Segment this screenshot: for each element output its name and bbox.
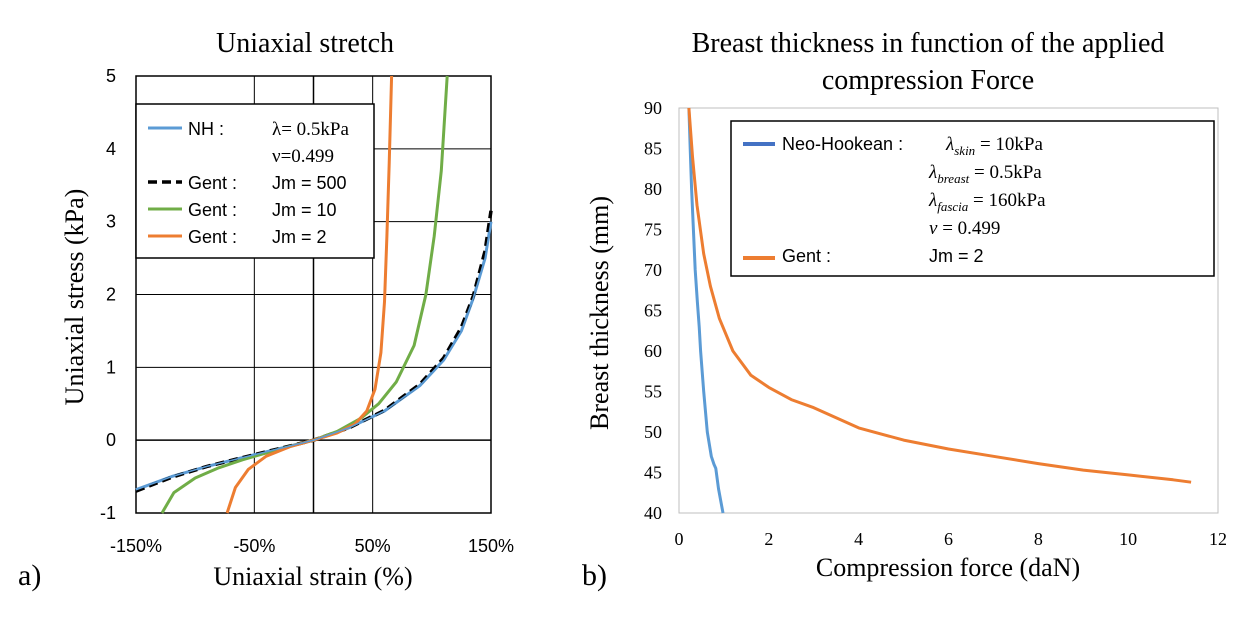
- chart-b-x-tick-label: 8: [1034, 529, 1043, 549]
- chart-a-axes: [135, 75, 492, 514]
- chart-b-legend-box: [730, 120, 1215, 277]
- chart-b-series: [687, 107, 1192, 514]
- legend-nh-lambda: λ= 0.5kPa: [272, 119, 349, 140]
- legend-value-gent-500: Jm = 500: [272, 173, 347, 193]
- chart-b-plot-frame: [678, 107, 1219, 514]
- legend-neo-hookean-param: λskin = 10kPa: [945, 134, 1043, 158]
- chart-b-title-line-1: Breast thickness in function of the appl…: [692, 28, 1165, 59]
- uniaxial-stretch-chart: Uniaxial stretch -1 0 1 2 3 4 5 -150% -50% 50% 15…: [60, 28, 514, 591]
- legend-value-gent: Jm = 2: [929, 246, 984, 266]
- chart-b-y-tick-label: 40: [644, 503, 662, 523]
- chart-b-legend: Neo-Hookean : λskin = 10kPa λbreast = 0.5…: [730, 120, 1215, 277]
- chart-b-x-tick-labels: 0 2 4 6 8 10 12: [675, 529, 1228, 549]
- panel-label-a: a): [18, 559, 42, 592]
- chart-a-y-tick-label: 1: [106, 357, 116, 377]
- chart-a-y-tick-label: 3: [106, 212, 116, 232]
- chart-b-y-tick-label: 45: [644, 463, 662, 483]
- chart-a-x-tick-labels: -150% -50% 50% 150%: [110, 536, 514, 556]
- chart-a-x-tick-label: 150%: [468, 536, 514, 556]
- chart-b-x-axis-label: Compression force (daN): [816, 553, 1080, 582]
- chart-a-x-tick-label: 50%: [355, 536, 391, 556]
- chart-b-x-tick-label: 0: [675, 529, 684, 549]
- legend-label-gent: Gent :: [782, 246, 831, 266]
- chart-b-y-tick-label: 70: [644, 260, 662, 280]
- chart-b-y-tick-label: 60: [644, 341, 662, 361]
- legend-label-gent-2: Gent :: [188, 227, 237, 247]
- chart-a-title: Uniaxial stretch: [216, 28, 394, 59]
- chart-a-legend-box: [135, 103, 375, 259]
- series-line-neo-hookean: [687, 107, 725, 514]
- chart-a-y-tick-labels: -1 0 1 2 3 4 5: [100, 66, 116, 523]
- chart-a-x-tick-label: -150%: [110, 536, 162, 556]
- legend-neo-hookean-param: ν = 0.499: [929, 218, 1000, 239]
- chart-b-x-tick-label: 6: [944, 529, 953, 549]
- legend-nh-nu: ν=0.499: [272, 146, 334, 167]
- chart-b-x-tick-label: 10: [1119, 529, 1137, 549]
- series-line-gent: [687, 107, 1192, 484]
- chart-b-title-line-2: compression Force: [822, 65, 1034, 96]
- legend-neo-hookean-param: λbreast = 0.5kPa: [928, 162, 1042, 186]
- chart-b-x-tick-label: 12: [1209, 529, 1227, 549]
- chart-a-x-tick-label: -50%: [233, 536, 275, 556]
- legend-label-nh: NH :: [188, 119, 224, 139]
- chart-a-x-axis-label: Uniaxial strain (%): [213, 562, 412, 591]
- chart-b-x-tick-label: 2: [764, 529, 773, 549]
- chart-b-y-tick-label: 50: [644, 422, 662, 442]
- series-line-nh-overlay: [135, 221, 492, 491]
- legend-neo-hookean-param: λfascia = 160kPa: [928, 190, 1046, 214]
- series-line-gent-jm-10: [160, 75, 449, 514]
- legend-neo-hookean-parameters: λskin = 10kPa λbreast = 0.5kPa λfascia = 1…: [928, 134, 1046, 239]
- chart-b-axes: [678, 107, 1219, 514]
- chart-a-y-tick-label: -1: [100, 503, 116, 523]
- legend-label-gent-500: Gent :: [188, 173, 237, 193]
- chart-a-legend: NH : λ= 0.5kPa ν=0.499 Gent : Jm = 500 G…: [135, 103, 375, 259]
- chart-a-series: [135, 75, 493, 514]
- chart-b-x-tick-label: 4: [854, 529, 863, 549]
- legend-value-gent-2: Jm = 2: [272, 227, 327, 247]
- chart-b-y-tick-label: 65: [644, 301, 662, 321]
- chart-b-y-tick-label: 75: [644, 220, 662, 240]
- chart-a-y-tick-label: 4: [106, 139, 116, 159]
- chart-a-plot-frame: [135, 75, 492, 514]
- legend-value-gent-10: Jm = 10: [272, 200, 337, 220]
- panel-label-b: b): [582, 559, 607, 592]
- legend-label-neo-hookean: Neo-Hookean :: [782, 134, 903, 154]
- chart-b-y-tick-labels: 40 45 50 55 60 65 70 75 80 85 90: [644, 98, 662, 523]
- chart-b-y-tick-label: 90: [644, 98, 662, 118]
- chart-b-y-tick-label: 85: [644, 139, 662, 159]
- chart-b-y-tick-label: 55: [644, 382, 662, 402]
- chart-a-y-tick-label: 5: [106, 66, 116, 86]
- chart-b-y-tick-label: 80: [644, 179, 662, 199]
- chart-a-y-tick-label: 0: [106, 430, 116, 450]
- series-line-gent-jm-2: [225, 75, 394, 514]
- chart-a-y-tick-label: 2: [106, 285, 116, 305]
- chart-a-y-axis-label: Uniaxial stress (kPa): [60, 189, 89, 406]
- legend-label-gent-10: Gent :: [188, 200, 237, 220]
